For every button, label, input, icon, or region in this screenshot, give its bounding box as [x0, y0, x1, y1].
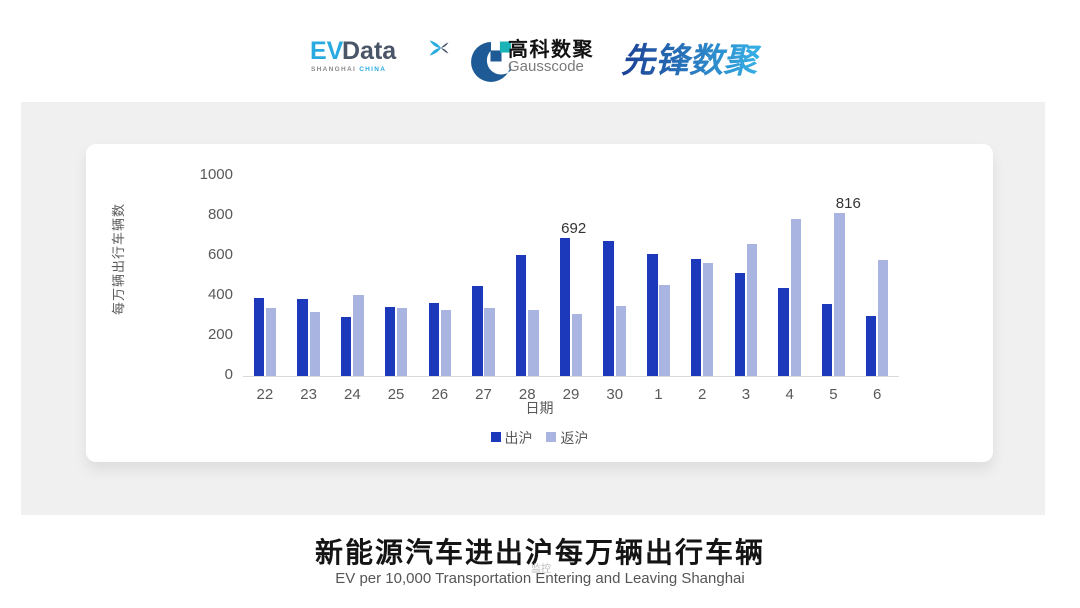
svg-text:先锋数聚: 先锋数聚 — [621, 42, 762, 80]
svg-text:EV: EV — [310, 38, 344, 65]
svg-text:Data: Data — [342, 38, 397, 65]
